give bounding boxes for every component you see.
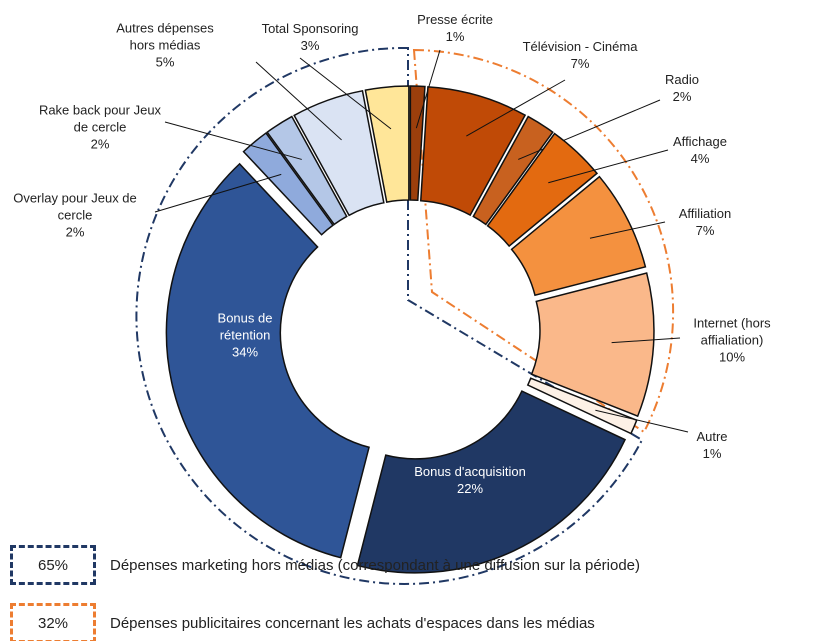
slice-label: Bonus de rétention 34%: [195, 310, 295, 361]
value-label: 22%: [456, 481, 484, 496]
leader-line: [255, 61, 342, 141]
value-label: 7%: [570, 56, 590, 71]
value-label: 2%: [90, 136, 110, 152]
slice: [293, 89, 385, 217]
legend-box: 32%: [10, 603, 96, 641]
value-label: 10%: [718, 349, 746, 365]
slice-label: Overlay pour Jeux de cercle 2%: [10, 190, 140, 241]
slice: [510, 175, 647, 297]
slice: [165, 162, 370, 559]
legend-item: 65% Dépenses marketing hors médias (corre…: [10, 545, 640, 585]
slice-label: Rake back pour Jeux de cercle 2%: [35, 102, 165, 153]
slice: [526, 377, 638, 435]
slice-label: Presse écrite 1%: [400, 11, 510, 45]
group-outline: [412, 48, 675, 434]
leader-line: [595, 409, 689, 433]
category-label: Bonus de rétention: [217, 310, 273, 343]
slice-label: Autre 1%: [682, 428, 742, 462]
value-label: 1%: [445, 29, 465, 44]
legend-text: Dépenses publicitaires concernant les ac…: [110, 614, 595, 632]
slice-label: Affiliation 7%: [665, 205, 745, 239]
value-label: 3%: [300, 38, 320, 53]
slice-label: Télévision - Cinéma 7%: [515, 38, 645, 72]
category-label: Affiliation: [678, 206, 732, 221]
slice: [364, 85, 410, 204]
value-label: 34%: [231, 344, 259, 360]
category-label: Presse écrite: [417, 12, 493, 27]
value-label: 2%: [65, 224, 85, 240]
category-label: Autres dépenses hors médias: [116, 20, 214, 53]
slice-label: Bonus d'acquisition 22%: [395, 463, 545, 497]
slice-label: Internet (hors affialiation) 10%: [677, 315, 787, 366]
slice-label: Radio 2%: [652, 71, 712, 105]
slice: [266, 115, 348, 226]
category-label: Rake back pour Jeux de cercle: [38, 102, 162, 135]
category-label: Radio: [665, 72, 699, 87]
leader-line: [518, 99, 661, 160]
leader-line: [154, 173, 282, 213]
legend-text: Dépenses marketing hors médias (correspo…: [110, 556, 641, 574]
value-label: 2%: [672, 89, 692, 104]
leader-line: [611, 337, 681, 344]
legend-box: 65%: [10, 545, 96, 585]
value-label: 5%: [155, 54, 175, 70]
category-label: Bonus d'acquisition: [414, 464, 526, 479]
category-label: Overlay pour Jeux de cercle: [13, 190, 137, 223]
category-label: Internet (hors affialiation): [693, 315, 771, 348]
value-label: 1%: [702, 446, 722, 461]
legend-item: 32% Dépenses publicitaires concernant les…: [10, 603, 595, 641]
slice-label: Autres dépenses hors médias 5%: [105, 20, 225, 71]
slice: [472, 115, 554, 226]
leader-line: [589, 221, 666, 239]
value-label: 4%: [690, 151, 710, 166]
category-label: Autre: [696, 429, 728, 444]
slice: [356, 390, 627, 574]
category-label: Total Sponsoring: [261, 21, 359, 36]
category-label: Affichage: [673, 134, 727, 149]
slice: [409, 85, 426, 202]
slice-label: Affichage 4%: [660, 133, 740, 167]
slice: [486, 132, 599, 248]
slice-label: Total Sponsoring 3%: [250, 20, 370, 54]
slice: [419, 86, 527, 217]
group-outline: [135, 46, 644, 585]
slice: [530, 272, 655, 418]
value-label: 7%: [695, 223, 715, 238]
leader-line: [548, 149, 669, 184]
leader-line: [299, 57, 392, 130]
category-label: Télévision - Cinéma: [522, 39, 638, 54]
leader-line: [466, 79, 566, 137]
leader-line: [164, 121, 302, 160]
